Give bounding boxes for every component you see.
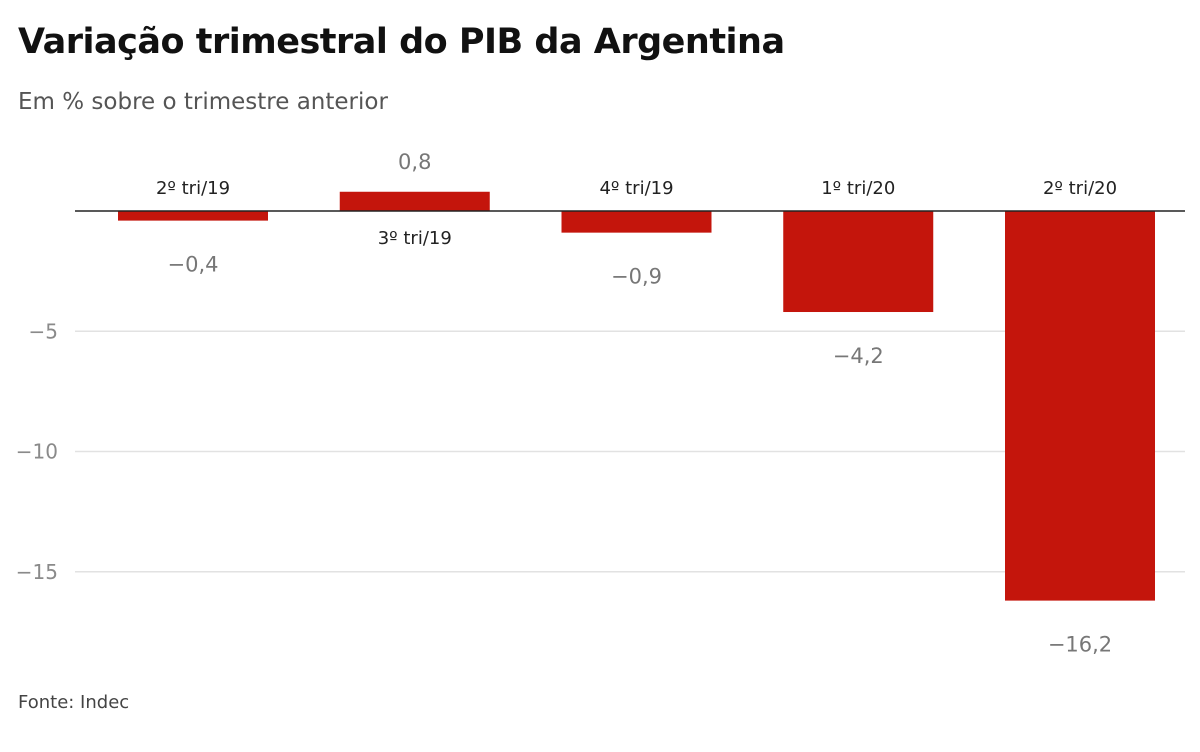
category-label: 1º tri/20 <box>821 178 895 199</box>
bar <box>339 191 490 211</box>
value-label: −16,2 <box>1048 633 1112 657</box>
category-label: 2º tri/19 <box>156 178 230 199</box>
category-label: 2º tri/20 <box>1043 178 1117 199</box>
category-label: 4º tri/19 <box>599 178 673 199</box>
y-tick-label: −10 <box>16 440 58 464</box>
value-label: 0,8 <box>398 150 431 174</box>
value-label: −0,4 <box>168 253 219 277</box>
category-label: 3º tri/19 <box>378 228 452 249</box>
bar <box>561 211 712 233</box>
bar <box>1005 211 1155 601</box>
y-tick-label: −15 <box>16 560 58 584</box>
chart-title: Variação trimestral do PIB da Argentina <box>18 22 785 62</box>
chart-subtitle: Em % sobre o trimestre anterior <box>18 89 388 115</box>
bar <box>118 211 268 221</box>
bar <box>783 211 934 313</box>
source-note: Fonte: Indec <box>18 692 130 713</box>
y-tick-label: −5 <box>29 319 58 343</box>
value-label: −0,9 <box>611 265 662 289</box>
value-label: −4,2 <box>833 344 884 368</box>
